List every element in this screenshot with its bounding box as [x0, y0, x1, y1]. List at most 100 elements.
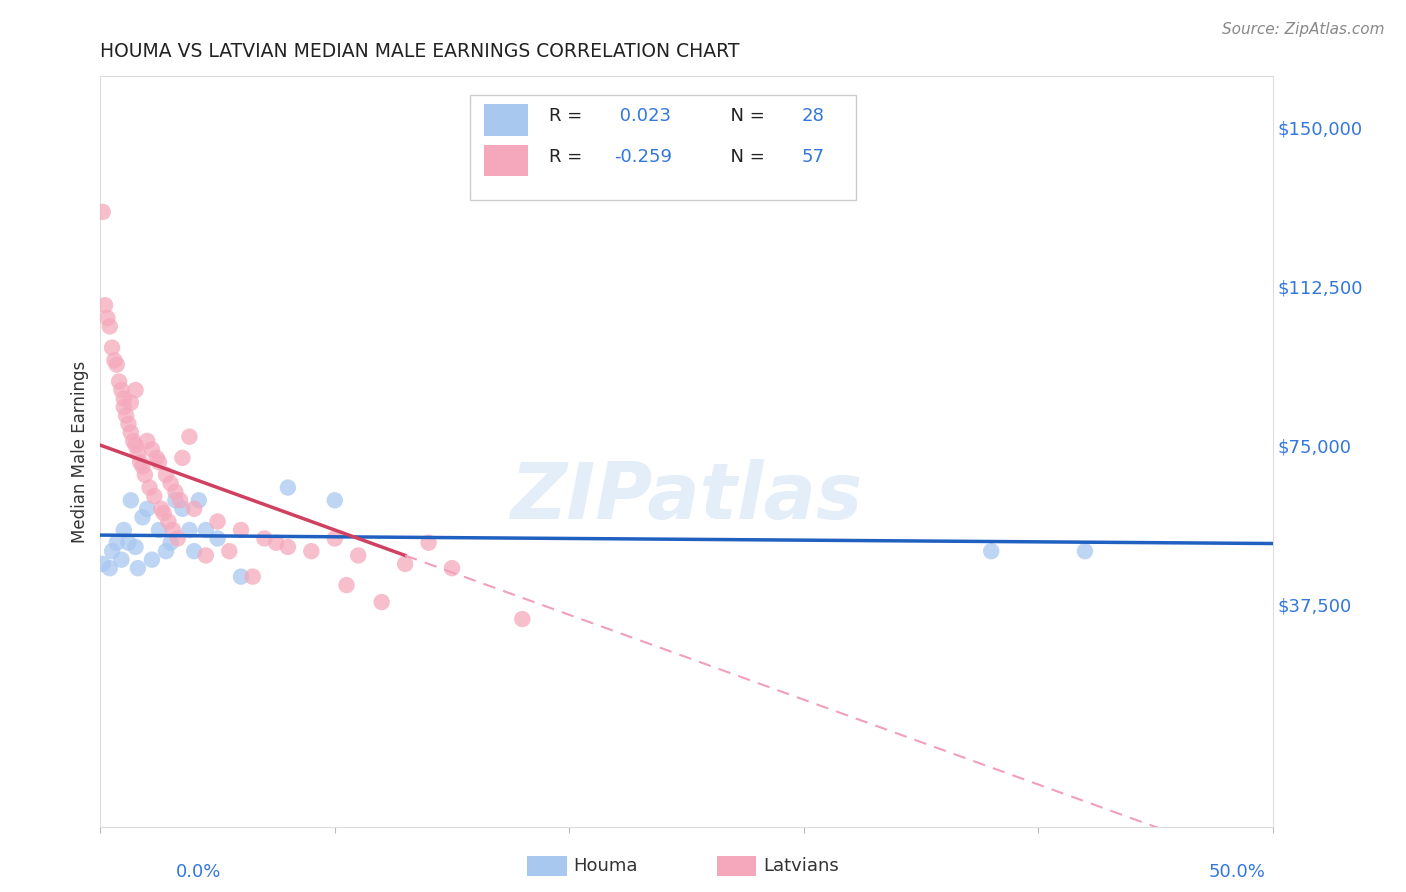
Point [299, 544, 322, 558]
Point [110, 552, 132, 566]
Point [150, 501, 173, 516]
FancyBboxPatch shape [470, 95, 856, 200]
Point [152, 506, 174, 520]
Point [165, 484, 187, 499]
Point [370, 595, 392, 609]
Point [124, 383, 146, 397]
Text: Source: ZipAtlas.com: Source: ZipAtlas.com [1222, 22, 1385, 37]
Point [105, 358, 128, 372]
Point [207, 515, 229, 529]
Point [141, 442, 163, 457]
Point [347, 549, 370, 563]
Point [183, 544, 205, 558]
Point [155, 467, 177, 482]
Text: ZIPatlas: ZIPatlas [510, 458, 862, 534]
Point [112, 400, 135, 414]
Point [512, 612, 534, 626]
Text: Houma: Houma [574, 857, 638, 875]
Text: 28: 28 [801, 107, 824, 125]
Point [277, 540, 299, 554]
Text: HOUMA VS LATVIAN MEDIAN MALE EARNINGS CORRELATION CHART: HOUMA VS LATVIAN MEDIAN MALE EARNINGS CO… [100, 42, 740, 61]
Point [129, 455, 152, 469]
Point [112, 392, 135, 406]
Point [131, 459, 153, 474]
Point [120, 425, 142, 440]
Point [155, 544, 177, 558]
Point [131, 510, 153, 524]
Point [323, 532, 346, 546]
Point [980, 544, 1002, 558]
Point [98, 561, 121, 575]
Point [108, 375, 131, 389]
Point [394, 557, 416, 571]
Point [194, 523, 217, 537]
Point [120, 396, 142, 410]
Point [277, 481, 299, 495]
Point [141, 552, 163, 566]
Point [179, 430, 201, 444]
Point [96, 310, 118, 325]
FancyBboxPatch shape [484, 145, 529, 176]
Point [148, 455, 170, 469]
Point [159, 535, 181, 549]
Point [1074, 544, 1097, 558]
Text: 0.0%: 0.0% [176, 863, 221, 881]
Point [194, 549, 217, 563]
Point [127, 447, 149, 461]
Point [218, 544, 240, 558]
Point [440, 561, 463, 575]
Text: N =: N = [720, 147, 770, 166]
Point [101, 341, 124, 355]
Point [124, 438, 146, 452]
Point [323, 493, 346, 508]
Point [138, 481, 160, 495]
Text: R =: R = [550, 107, 588, 125]
Point [418, 535, 440, 549]
Text: 57: 57 [801, 147, 824, 166]
Point [253, 532, 276, 546]
Point [335, 578, 357, 592]
Point [242, 569, 264, 583]
Point [172, 450, 194, 465]
Point [105, 535, 128, 549]
Point [136, 434, 159, 448]
Point [122, 434, 145, 448]
Point [127, 561, 149, 575]
Y-axis label: Median Male Earnings: Median Male Earnings [72, 360, 89, 542]
Point [264, 535, 287, 549]
Point [162, 523, 184, 537]
Point [98, 319, 121, 334]
Point [183, 501, 205, 516]
Point [159, 476, 181, 491]
Point [120, 493, 142, 508]
Point [143, 489, 166, 503]
Point [134, 467, 156, 482]
Text: 50.0%: 50.0% [1209, 863, 1265, 881]
Point [207, 532, 229, 546]
Point [117, 535, 139, 549]
Point [172, 501, 194, 516]
Text: R =: R = [550, 147, 588, 166]
Point [117, 417, 139, 431]
Text: N =: N = [720, 107, 770, 125]
Point [124, 540, 146, 554]
Point [103, 353, 125, 368]
Point [165, 493, 187, 508]
Text: -0.259: -0.259 [614, 147, 672, 166]
Point [115, 409, 138, 423]
Point [112, 523, 135, 537]
Point [169, 493, 191, 508]
FancyBboxPatch shape [484, 104, 529, 136]
Point [229, 569, 252, 583]
Point [187, 493, 209, 508]
Text: 0.023: 0.023 [614, 107, 671, 125]
Point [166, 532, 188, 546]
Point [94, 298, 117, 312]
Point [136, 501, 159, 516]
Point [179, 523, 201, 537]
Point [91, 205, 114, 219]
Point [157, 515, 180, 529]
Text: Latvians: Latvians [763, 857, 839, 875]
Point [229, 523, 252, 537]
Point [145, 450, 167, 465]
